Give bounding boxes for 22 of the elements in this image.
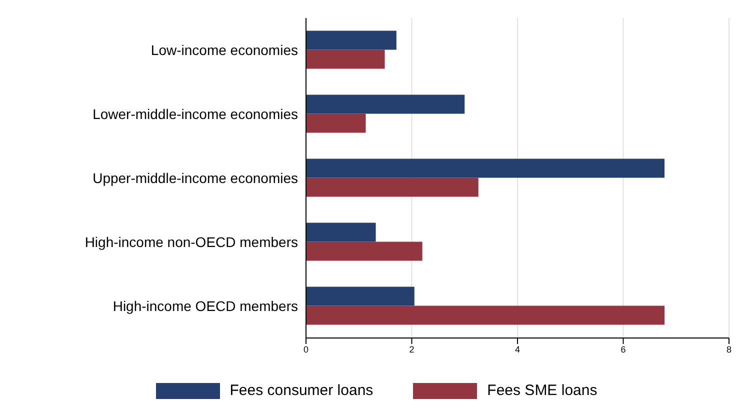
x-tick-label: 0 <box>303 344 309 354</box>
y-tick-label: Upper-middle-income economies <box>92 170 298 186</box>
legend-label: Fees SME loans <box>487 382 598 399</box>
bar <box>306 222 376 242</box>
bar <box>306 242 422 261</box>
bar <box>306 306 664 325</box>
bar <box>306 286 414 306</box>
x-tick-label: 6 <box>620 344 626 354</box>
y-tick-label: Low-income economies <box>150 42 298 58</box>
bar <box>306 50 385 69</box>
y-tick-label: High-income non-OECD members <box>84 234 298 250</box>
x-tick-label: 2 <box>409 344 414 354</box>
bar <box>306 94 465 114</box>
x-tick-label: 8 <box>726 344 732 354</box>
y-tick-label: High-income OECD members <box>112 298 298 314</box>
bar <box>306 158 664 178</box>
bar <box>306 114 366 133</box>
legend-label: Fees consumer loans <box>230 382 374 399</box>
bar <box>306 30 396 50</box>
y-tick-label: Lower-middle-income economies <box>92 106 298 122</box>
bar <box>306 178 478 197</box>
x-tick-label: 4 <box>514 344 520 354</box>
